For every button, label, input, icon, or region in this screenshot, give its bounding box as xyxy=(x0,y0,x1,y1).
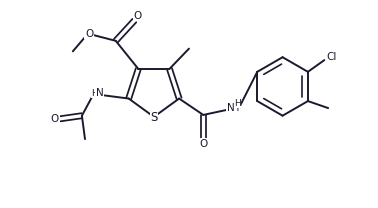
Text: H: H xyxy=(234,99,241,108)
Text: H: H xyxy=(91,89,98,98)
Text: O: O xyxy=(133,11,142,21)
Text: O: O xyxy=(85,29,93,39)
Text: O: O xyxy=(51,114,59,124)
Text: H: H xyxy=(232,103,239,113)
Text: N: N xyxy=(96,88,104,98)
Text: Cl: Cl xyxy=(327,52,337,62)
Text: O: O xyxy=(199,139,208,149)
Text: N: N xyxy=(227,103,235,113)
Text: S: S xyxy=(150,111,158,124)
